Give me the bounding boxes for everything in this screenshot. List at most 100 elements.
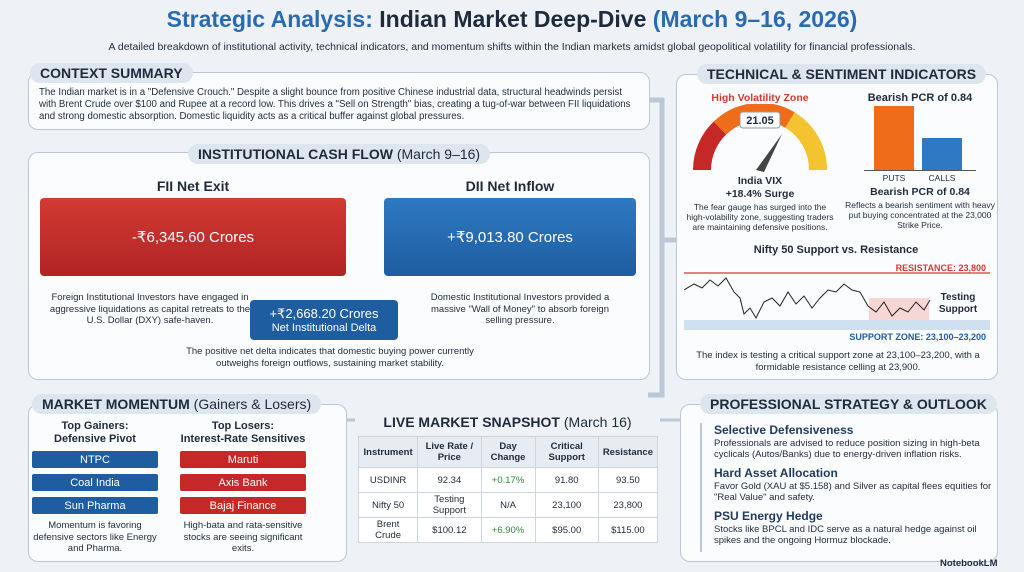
gainer-list: NTPC Coal India Sun Pharma <box>32 451 158 514</box>
dii-label: DII Net Inflow <box>465 178 555 194</box>
pcr-bars <box>864 106 976 171</box>
resistance-label: RESISTANCE: 23,800 <box>895 263 986 273</box>
gauge-segment <box>785 112 828 171</box>
pcr-label: Bearish PCR of 0.84 <box>870 186 970 198</box>
snapshot-heading: LIVE MARKET SNAPSHOT (March 16) <box>355 414 660 430</box>
strategy-item: PSU Energy Hedge Stocks like BPCL and IDC… <box>714 509 1004 546</box>
stock-chip: Maruti <box>180 451 306 468</box>
net-box: +₹2,668.20 Crores Net Institutional Delt… <box>250 300 398 340</box>
strategy-item: Hard Asset Allocation Favor Gold (XAU at … <box>714 466 1004 503</box>
stock-chip: Sun Pharma <box>32 497 158 514</box>
table-cell: N/A <box>480 492 536 518</box>
table-cell: +6.90% <box>480 517 536 543</box>
table-cell: 23,800 <box>597 492 659 518</box>
dii-box: +₹9,013.80 Crores <box>384 198 636 276</box>
vix-gauge: 21.05 <box>693 104 828 172</box>
connector <box>648 97 676 398</box>
nifty-title: Nifty 50 Support vs. Resistance <box>753 244 919 256</box>
section-heading: CONTEXT SUMMARY <box>30 63 193 83</box>
nifty-note: The index is testing a critical support … <box>696 350 980 373</box>
table-cell: Testing Support <box>417 492 482 518</box>
cashflow-footer: The positive net delta indicates that do… <box>186 346 474 369</box>
heading-sub: (Gainers & Losers) <box>193 396 312 412</box>
title-part: (March 9–16, 2026) <box>652 6 858 32</box>
net-label: Net Institutional Delta <box>271 322 377 334</box>
strategy-text: Stocks like BPCL and IDC serve as a natu… <box>714 524 977 546</box>
title-part: Strategic Analysis: <box>166 6 373 32</box>
losers-title-line: Top Losers: <box>211 420 275 432</box>
dii-note: Domestic Institutional Investors provide… <box>430 292 610 326</box>
heading-text: LIVE MARKET SNAPSHOT <box>383 414 560 430</box>
table-body: USDINR 92.34 +0.17% 91.80 93.50 Nifty 50 Testi… <box>357 467 659 543</box>
loser-list: Maruti Axis Bank Bajaj Finance <box>180 451 306 514</box>
table-cell: $115.00 <box>597 517 659 543</box>
gauge-value-box <box>739 111 781 129</box>
strategy-panel <box>680 404 998 562</box>
vix-value: 21.05 <box>746 115 774 127</box>
gainers-title-line: Top Gainers: <box>61 420 129 432</box>
context-text: The Indian market is in a "Defensive Cro… <box>39 87 631 122</box>
support-zone <box>684 320 990 330</box>
gainers: Top Gainers: Defensive Pivot NTPC Coal Ind… <box>32 420 158 555</box>
pcr-title: Bearish PCR of 0.84 <box>867 92 973 104</box>
strategy-item: Selective Defensiveness Professionals are… <box>714 423 1004 460</box>
strategy-text: Professionals are advised to reduce posi… <box>714 438 980 460</box>
nifty-chart <box>684 272 990 330</box>
column-header: Critical Support <box>534 436 599 468</box>
table-cell: Brent Crude <box>357 517 419 543</box>
snapshot-table: Instrument Live Rate / Price Day Change Cri… <box>357 436 659 543</box>
fii-amount: -₹6,345.60 Crores <box>131 229 255 246</box>
calls-bar <box>922 138 962 170</box>
subtitle: A detailed breakdown of institutional ac… <box>108 41 916 53</box>
gainers-title: Top Gainers: Defensive Pivot <box>32 420 158 446</box>
strategy-title: Selective Defensiveness <box>714 423 854 437</box>
fii-box: -₹6,345.60 Crores <box>40 198 346 276</box>
testing-label: Testing Support <box>938 292 978 315</box>
stock-chip: Bajaj Finance <box>180 497 306 514</box>
table-row: USDINR 92.34 +0.17% 91.80 93.50 <box>357 467 659 493</box>
strategy-title: PSU Energy Hedge <box>714 509 823 523</box>
column-header: Resistance <box>597 436 659 468</box>
calls-label: CALLS <box>928 173 956 183</box>
stock-chip: Axis Bank <box>180 474 306 491</box>
fii-note: Foreign Institutional Investors have eng… <box>49 292 251 326</box>
table-cell: Nifty 50 <box>357 492 419 518</box>
table-cell: 93.50 <box>597 467 659 493</box>
table-row: Brent Crude $100.12 +6.90% $95.00 $115.00 <box>357 517 659 543</box>
table-row: Nifty 50 Testing Support N/A 23,100 23,800 <box>357 492 659 518</box>
pcr-note: Reflects a bearish sentiment with heavy … <box>845 200 995 230</box>
losers-note: High-bata and rata-sensitive stocks are … <box>183 520 303 554</box>
table-cell: 91.80 <box>534 467 599 493</box>
strategy-title: Hard Asset Allocation <box>714 466 838 480</box>
section-heading: TECHNICAL & SENTIMENT INDICATORS <box>697 64 987 84</box>
vix-info: India VIX +18.4% Surge <box>690 175 830 201</box>
gainers-subtitle: Defensive Pivot <box>54 433 136 445</box>
section-heading: MARKET MOMENTUM (Gainers & Losers) <box>32 394 322 414</box>
losers-subtitle: Interest-Rate Sensitives <box>180 433 306 445</box>
puts-bar <box>874 106 914 170</box>
column-header: Live Rate / Price <box>417 436 482 468</box>
vix-zone: High Volatility Zone <box>711 92 809 104</box>
vix-change: +18.4% Surge <box>725 188 795 200</box>
title-part: Indian Market Deep-Dive <box>379 6 647 32</box>
brand: NotebookLM <box>940 558 998 569</box>
heading-text: INSTITUTIONAL CASH FLOW <box>198 146 393 162</box>
heading-date: (March 16) <box>563 414 632 430</box>
vix-note: The fear gauge has surged into the high-… <box>686 202 834 232</box>
column-header: Instrument <box>357 436 419 468</box>
support-label: SUPPORT ZONE: 23,100–23,200 <box>849 332 986 342</box>
losers-title: Top Losers: Interest-Rate Sensitives <box>180 420 306 446</box>
title: Strategic Analysis: Indian Market Deep-D… <box>0 6 1024 33</box>
strategy-list: Selective Defensiveness Professionals are… <box>700 423 1004 552</box>
table-cell: 92.34 <box>417 467 482 493</box>
table-cell: $100.12 <box>417 517 482 543</box>
strategy-text: Favor Gold (XAU at $5.158) and Silver as… <box>714 481 992 503</box>
losers: Top Losers: Interest-Rate Sensitives Maru… <box>180 420 306 555</box>
stock-chip: Coal India <box>32 474 158 491</box>
heading-text: MARKET MOMENTUM <box>42 396 190 412</box>
gainers-note: Momentum is favoring defensive sectors l… <box>33 520 157 554</box>
fii-label: FII Net Exit <box>156 178 230 194</box>
table-cell: +0.17% <box>480 467 536 493</box>
